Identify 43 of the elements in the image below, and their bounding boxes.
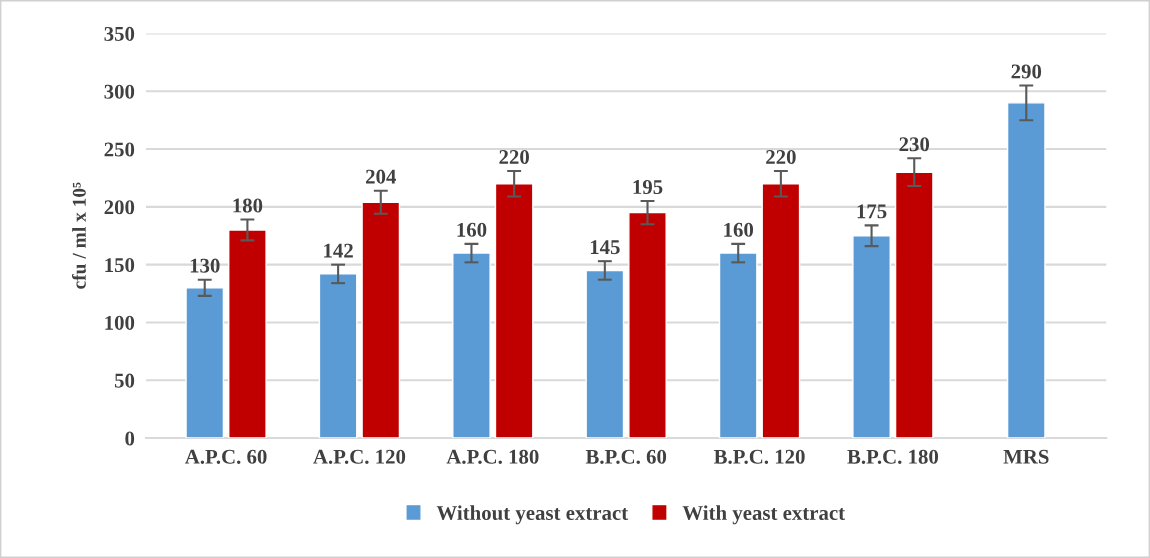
bar (452, 252, 491, 439)
legend-label: Without yeast extract (436, 505, 629, 525)
y-tick-label: 150 (105, 258, 135, 273)
bar (718, 252, 758, 439)
y-tick-label: 50 (114, 373, 135, 388)
x-tick-label: MRS (1003, 449, 1049, 464)
data-label: 130 (190, 258, 220, 273)
y-tick-label: 250 (104, 142, 135, 157)
x-tick-label: A.P.C. 180 (446, 449, 539, 464)
bar (761, 183, 801, 439)
bar (185, 287, 225, 439)
data-label: 204 (366, 169, 397, 184)
data-label: 290 (1011, 64, 1042, 79)
x-tick-label: B.P.C. 60 (585, 449, 667, 464)
y-tick-label: 300 (104, 84, 135, 99)
data-label: 142 (324, 243, 353, 258)
data-label: 145 (590, 240, 620, 255)
bar (228, 229, 267, 439)
y-tick-label: 0 (125, 431, 135, 446)
bar (585, 269, 625, 439)
y-tick-label: 200 (104, 200, 135, 215)
bar (628, 211, 667, 439)
x-tick-label: A.P.C. 120 (313, 449, 406, 464)
data-label: 195 (633, 180, 663, 195)
data-label: 220 (766, 149, 796, 165)
bar (894, 171, 934, 439)
data-label: 230 (899, 137, 930, 152)
data-label: 180 (233, 198, 263, 213)
y-tick-label: 100 (105, 315, 135, 330)
bar (361, 201, 401, 439)
y-axis-title: cfu / ml x 10⁵ (71, 182, 86, 289)
legend-label: With yeast extract (682, 505, 845, 525)
data-label: 160 (457, 222, 487, 237)
data-label: 220 (499, 149, 529, 165)
y-tick-label: 350 (104, 26, 135, 41)
bar (318, 273, 358, 439)
x-tick-label: A.P.C. 60 (184, 449, 267, 464)
x-tick-label: B.P.C. 180 (847, 449, 939, 464)
bar (494, 183, 534, 439)
data-label: 175 (857, 204, 887, 219)
bar (852, 235, 891, 439)
data-label: 160 (724, 222, 754, 237)
x-tick-label: B.P.C. 120 (713, 449, 805, 464)
